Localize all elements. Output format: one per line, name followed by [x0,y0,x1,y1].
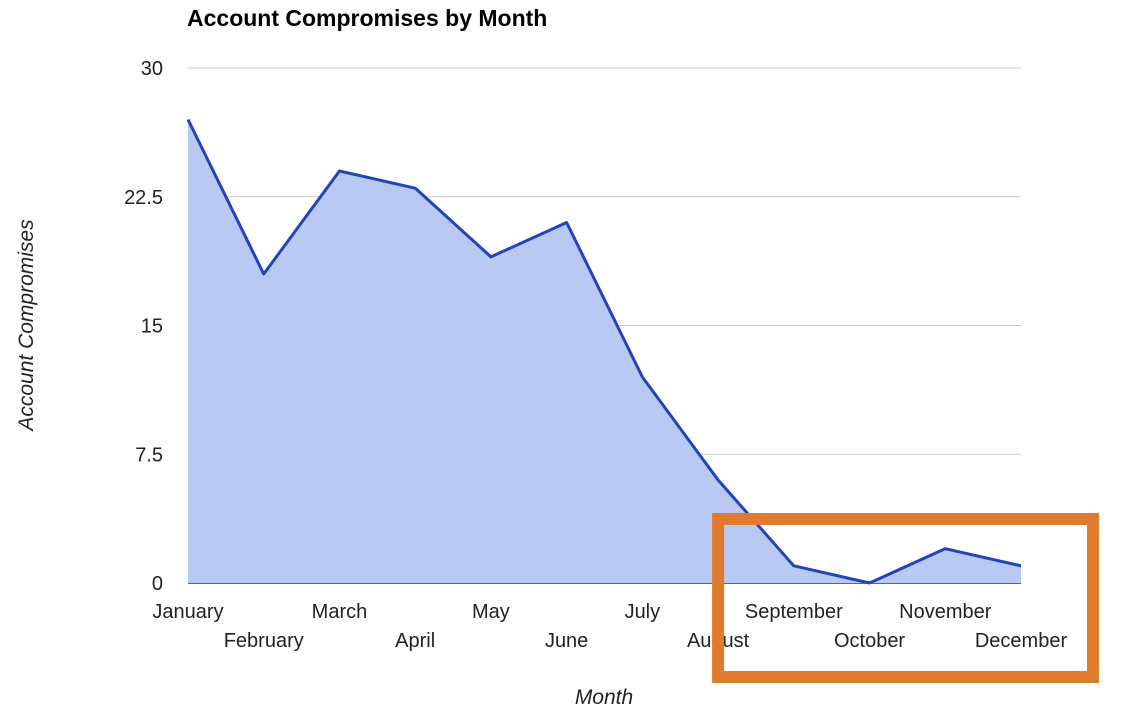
x-tick-label: January [152,601,223,623]
area-series [186,118,1022,585]
x-tick-labels: JanuaryFebruaryMarchAprilMayJuneJulyAugu… [152,601,1067,652]
x-tick-label: June [545,630,588,652]
y-axis-title: Account Compromises [15,219,38,433]
y-tick-label: 0 [152,573,163,595]
y-tick-label: 22.5 [124,187,163,209]
x-tick-label: March [312,601,368,623]
series-line [186,118,1022,585]
y-tick-label: 30 [141,58,163,80]
area-fill [188,119,1021,583]
x-tick-label: September [745,601,843,623]
x-tick-label: February [224,630,304,652]
x-tick-label: July [625,601,661,623]
x-tick-label: April [395,630,435,652]
x-tick-label: November [899,601,992,623]
x-tick-label: December [975,630,1068,652]
y-tick-label: 15 [141,316,163,338]
highlight-box [712,513,1099,683]
y-tick-label: 7.5 [135,444,163,466]
annotation [712,513,1099,683]
x-axis-title: Month [575,686,633,709]
x-tick-label: May [472,601,510,623]
y-tick-labels: 0 7.5 15 22.5 30 [124,58,163,595]
x-tick-label: October [834,630,905,652]
chart-title: Account Compromises by Month [187,5,547,31]
